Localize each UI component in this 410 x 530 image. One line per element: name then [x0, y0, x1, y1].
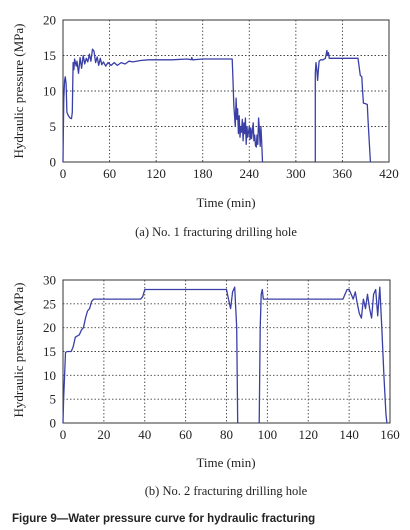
chart-a-xtick-label: 300 [286, 166, 306, 181]
chart-b-ylabel: Hydraulic pressure (MPa) [11, 282, 26, 417]
chart-b-xtick-label: 120 [299, 427, 319, 442]
chart-a-frame [62, 19, 390, 163]
chart-b-ytick-label: 0 [50, 416, 57, 431]
chart-b-xtick-label: 160 [380, 427, 400, 442]
chart-a-xtick-label: 0 [60, 166, 67, 181]
chart-b-xtick-label: 100 [258, 427, 278, 442]
chart-b-xtick-label: 0 [60, 427, 67, 442]
chart-a-caption: (a) No. 1 fracturing drilling hole [135, 225, 297, 239]
chart-no2-hole: Hydraulic pressure (MPa) Time (min) (b) … [11, 273, 400, 499]
chart-b-xtick-label: 140 [339, 427, 359, 442]
chart-a-xtick-label: 120 [146, 166, 166, 181]
chart-b-ytick-label: 30 [43, 273, 56, 288]
chart-b-xlabel: Time (min) [196, 455, 255, 470]
chart-b-pressure-line [258, 286, 388, 424]
chart-b-pressure-line [62, 286, 239, 424]
chart-b-ytick-label: 25 [43, 296, 56, 311]
chart-b-frame [62, 279, 391, 424]
chart-b-ytick-label: 5 [50, 392, 57, 407]
chart-a-ytick-label: 15 [43, 48, 56, 63]
chart-b-xtick-label: 80 [220, 427, 233, 442]
chart-b-xtick-label: 40 [138, 427, 151, 442]
chart-a-xtick-label: 240 [240, 166, 260, 181]
chart-a-pressure-line [314, 49, 372, 163]
chart-a-xtick-label: 360 [333, 166, 353, 181]
figure-caption: Figure 9—Water pressure curve for hydrau… [12, 513, 315, 525]
chart-b-ytick-label: 10 [43, 368, 56, 383]
chart-a-xtick-label: 60 [103, 166, 116, 181]
chart-a-xtick-label: 420 [379, 166, 399, 181]
chart-b-ytick-label: 15 [43, 344, 56, 359]
chart-b-xtick-label: 60 [179, 427, 192, 442]
chart-a-ytick-label: 20 [43, 13, 56, 28]
chart-no1-hole: Hydraulic pressure (MPa) Time (min) (a) … [11, 13, 399, 240]
chart-a-ylabel: Hydraulic pressure (MPa) [11, 23, 26, 158]
chart-a-pressure-line [62, 48, 264, 163]
chart-b-xtick-label: 20 [97, 427, 110, 442]
chart-a-xlabel: Time (min) [196, 195, 255, 210]
chart-a-ytick-label: 10 [43, 84, 56, 99]
chart-b-caption: (b) No. 2 fracturing drilling hole [145, 484, 308, 498]
chart-b-ytick-label: 20 [43, 320, 56, 335]
chart-a-xtick-label: 180 [193, 166, 213, 181]
chart-a-ytick-label: 0 [50, 155, 57, 170]
chart-a-ytick-label: 5 [50, 119, 57, 134]
